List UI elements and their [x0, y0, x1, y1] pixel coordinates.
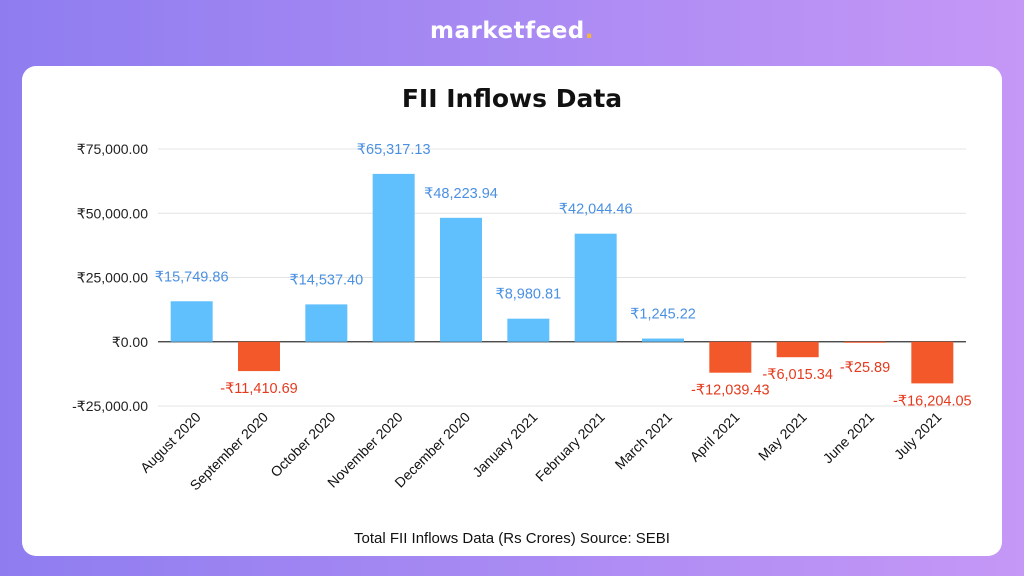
data-label: ₹8,980.81: [495, 287, 561, 303]
data-label: ₹14,537.40: [289, 272, 363, 288]
bar: [372, 173, 415, 342]
bar: [574, 233, 617, 342]
data-label: ₹65,317.13: [357, 142, 431, 158]
y-tick-label: -₹25,000.00: [72, 398, 148, 414]
data-label: -₹6,015.34: [762, 367, 833, 383]
bar: [911, 341, 954, 384]
y-tick-label: ₹0.00: [112, 334, 148, 350]
data-label: ₹42,044.46: [559, 202, 633, 218]
x-tick-label: April 2021: [687, 409, 743, 465]
y-tick-label: ₹75,000.00: [77, 141, 148, 157]
data-label: -₹25.89: [840, 360, 890, 376]
x-tick-label: February 2021: [532, 409, 608, 485]
bar: [440, 217, 482, 342]
brand-logo: marketfeed.: [429, 18, 595, 44]
chart-caption: Total FII Inflows Data (Rs Crores) Sourc…: [354, 530, 670, 547]
data-label: ₹15,749.86: [155, 269, 229, 285]
data-label: -₹16,204.05: [893, 393, 972, 409]
bar: [238, 341, 280, 372]
y-tick-label: ₹25,000.00: [77, 270, 148, 286]
x-tick-label: October 2020: [267, 409, 338, 480]
x-tick-label: August 2020: [137, 409, 204, 476]
data-label: -₹12,039.43: [691, 383, 770, 399]
bar: [507, 318, 550, 342]
bar: [776, 341, 819, 358]
x-tick-label: January 2021: [469, 409, 540, 480]
bar: [709, 341, 752, 373]
bar: [642, 338, 684, 342]
data-label: -₹11,410.69: [220, 381, 297, 397]
data-label: ₹48,223.94: [424, 186, 498, 202]
x-tick-label: July 2021: [891, 409, 945, 463]
x-tick-label: May 2021: [755, 409, 810, 464]
bar: [170, 301, 213, 342]
x-tick-label: June 2021: [820, 409, 878, 467]
bar: [844, 341, 886, 343]
bar: [305, 304, 348, 342]
chart-title: FII Inflows Data: [401, 84, 623, 113]
x-tick-label: March 2021: [612, 409, 676, 473]
y-tick-label: ₹50,000.00: [77, 205, 148, 221]
data-label: ₹1,245.22: [630, 307, 696, 323]
